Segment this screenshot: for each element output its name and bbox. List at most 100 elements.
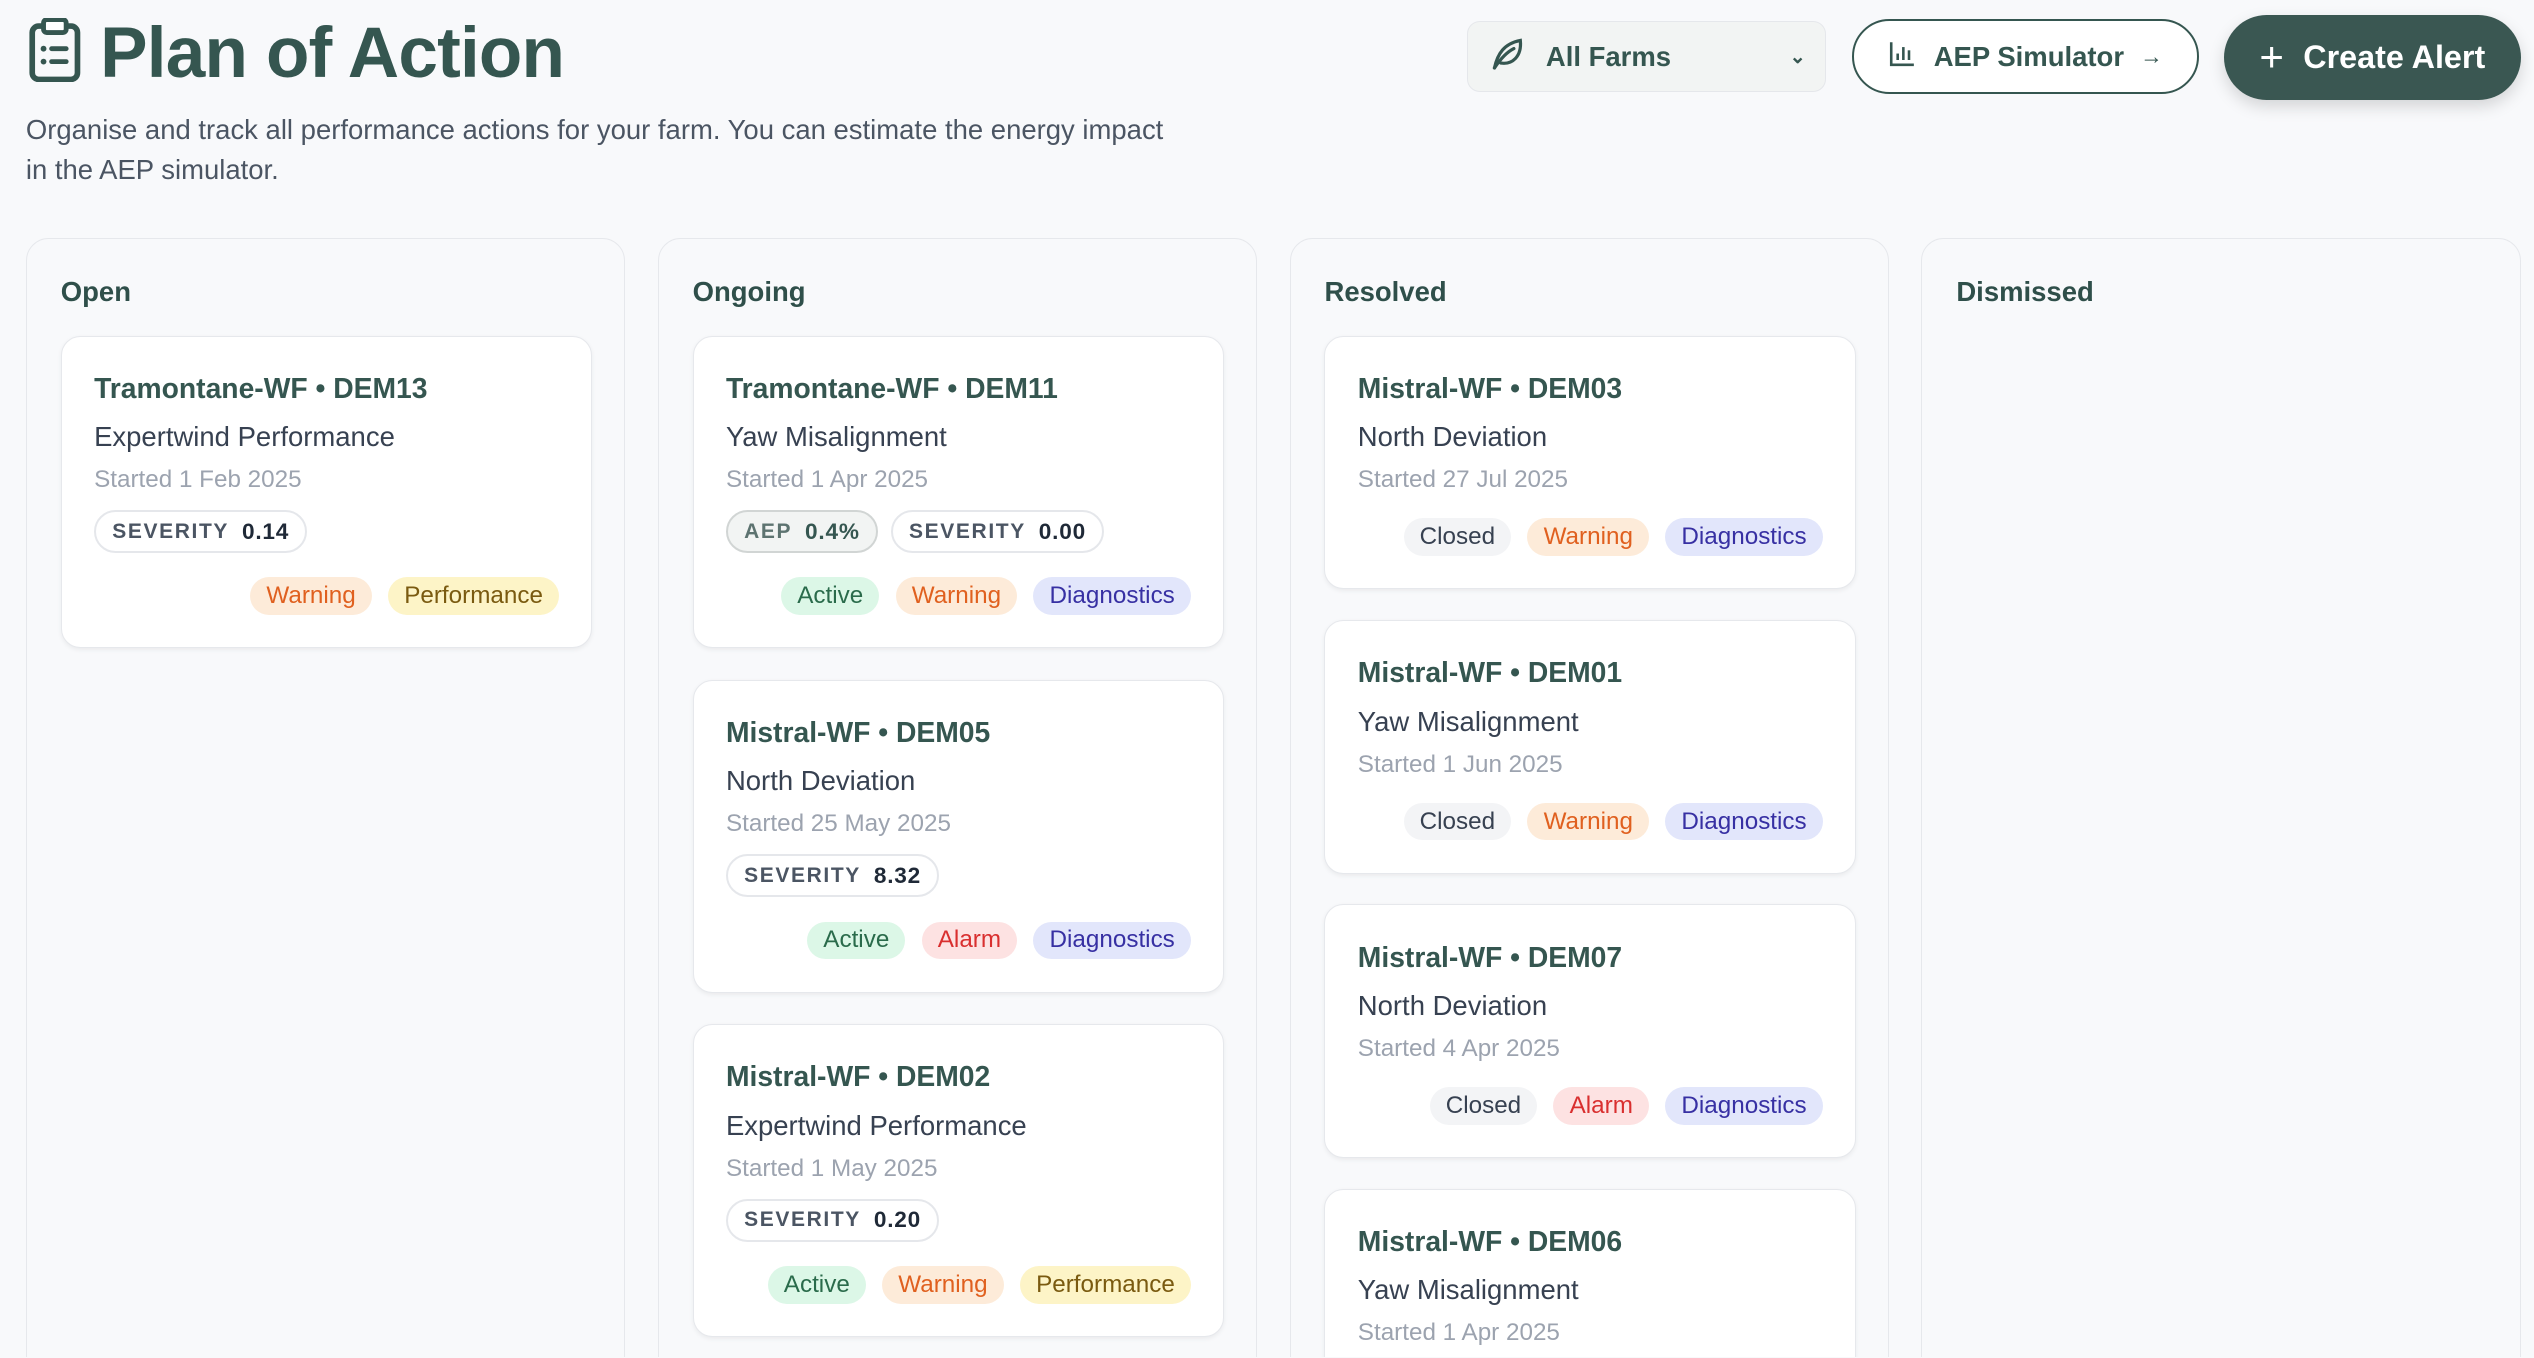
tag-closed: Closed [1403,518,1512,557]
page-description: Organise and track all performance actio… [25,113,1164,186]
action-card[interactable]: Tramontane-WF • DEM11 Yaw Misalignment Sta… [692,335,1225,649]
card-tags: Warning Performance [94,577,560,647]
card-start-date: Started 4 Apr 2025 [1357,1034,1560,1062]
card-subtitle: North Deviation [725,765,916,797]
severity-label: SEVERITY [112,519,230,543]
severity-pill: SEVERITY 0.14 [94,510,308,554]
card-subtitle: North Deviation [1357,990,1548,1022]
card-title: Tramontane-WF • DEM11 [725,372,1058,405]
metric-pills: SEVERITY 8.32 [725,854,1191,898]
metric-pills: SEVERITY 0.14 [94,510,559,554]
create-alert-label: Create Alert [2303,38,2486,75]
card-start-date: Started 25 May 2025 [725,810,951,838]
card-tags: Closed Alarm Diagnostics [1358,1087,1823,1157]
column-title: Dismissed [1956,275,2094,307]
action-card[interactable]: Mistral-WF • DEM01 Yaw Misalignment Starte… [1324,619,1857,874]
tag-active: Active [767,1265,866,1304]
arrow-right-icon: → [2140,43,2163,69]
tag-performance: Performance [388,577,560,616]
tag-warning: Warning [1527,518,1650,557]
card-tags: Active Warning Diagnostics [726,577,1191,647]
card-tags: Closed Warning Diagnostics [1358,518,1823,588]
card-start-date: Started 1 Apr 2025 [1357,1319,1560,1347]
tag-alarm: Alarm [1553,1087,1650,1125]
severity-value: 0.20 [873,1207,922,1233]
card-title: Mistral-WF • DEM02 [725,1060,991,1093]
column-title: Resolved [1324,275,1447,307]
severity-value: 0.14 [241,518,290,544]
card-title: Mistral-WF • DEM07 [1357,940,1623,973]
card-start-date: Started 1 Apr 2025 [725,466,929,494]
aep-value: 0.4% [805,518,860,544]
tag-warning: Warning [250,577,372,616]
tag-closed: Closed [1429,1087,1538,1125]
card-start-date: Started 1 May 2025 [725,1154,938,1182]
tag-closed: Closed [1403,802,1512,841]
card-tags: Closed Warning Diagnostics [1358,802,1823,873]
tag-diagnostics: Diagnostics [1665,518,1823,557]
card-start-date: Started 1 Jun 2025 [1357,750,1563,778]
column-title: Ongoing [692,275,806,307]
severity-pill: SEVERITY 0.20 [725,1198,940,1242]
chevron-down-icon: ⌄ [1789,45,1806,68]
column-open: Open Tramontane-WF • DEM13 Expertwind Perf… [25,237,626,1358]
tag-diagnostics: Diagnostics [1665,1087,1823,1125]
action-card[interactable]: Mistral-WF • DEM06 Yaw Misalignment Starte… [1324,1188,1857,1358]
card-title: Mistral-WF • DEM06 [1357,1225,1623,1258]
tag-diagnostics: Diagnostics [1033,921,1191,960]
tag-alarm: Alarm [921,921,1018,960]
aep-simulator-label: AEP Simulator [1933,40,2125,72]
tag-active: Active [807,921,906,960]
column-title: Open [60,275,131,307]
column-resolved: Resolved Mistral-WF • DEM03 North Deviatio… [1289,237,1890,1358]
column-ongoing: Ongoing Tramontane-WF • DEM11 Yaw Misalign… [657,237,1258,1358]
tag-warning: Warning [1527,802,1650,841]
severity-pill: SEVERITY 0.00 [890,510,1105,554]
aep-pill: AEP 0.4% [725,510,878,554]
metric-pills: SEVERITY 0.20 [725,1198,1191,1242]
severity-label: SEVERITY [744,863,861,887]
plus-icon: + [2259,33,2284,81]
action-card[interactable]: Mistral-WF • DEM07 North Deviation Started… [1324,904,1857,1159]
action-card[interactable]: Tramontane-WF • DEM13 Expertwind Performa… [60,335,593,649]
clipboard-icon [29,16,81,90]
page-header: Plan of Action [29,13,565,94]
leaf-icon [1488,34,1527,80]
card-subtitle: Expertwind Performance [725,1109,1027,1141]
card-tags: Active Warning Performance [726,1265,1191,1336]
card-tags: Active Alarm Diagnostics [726,921,1191,992]
severity-label: SEVERITY [744,1208,861,1232]
tag-performance: Performance [1019,1265,1191,1304]
action-card[interactable]: Mistral-WF • DEM03 North Deviation Started… [1324,335,1857,590]
card-title: Tramontane-WF • DEM13 [94,372,428,405]
tag-active: Active [781,577,880,616]
farm-select[interactable]: All Farms ⌄ [1467,21,1827,93]
aep-simulator-button[interactable]: AEP Simulator → [1851,19,2200,94]
severity-label: SEVERITY [909,519,1026,543]
create-alert-button[interactable]: + Create Alert [2223,14,2521,101]
card-subtitle: Yaw Misalignment [1357,705,1579,737]
card-subtitle: North Deviation [1357,421,1548,453]
action-card[interactable]: Mistral-WF • DEM02 Expertwind Performance… [692,1023,1225,1337]
card-start-date: Started 27 Jul 2025 [1357,466,1568,494]
tag-diagnostics: Diagnostics [1665,802,1823,841]
metric-pills: AEP 0.4% SEVERITY 0.00 [725,510,1191,554]
card-subtitle: Yaw Misalignment [725,421,947,453]
card-subtitle: Yaw Misalignment [1357,1274,1579,1306]
column-dismissed: Dismissed [1921,237,2521,1358]
severity-value: 0.00 [1038,518,1087,544]
severity-pill: SEVERITY 8.32 [725,854,940,898]
severity-value: 8.32 [873,862,922,888]
card-title: Mistral-WF • DEM01 [1357,656,1623,689]
card-subtitle: Expertwind Performance [94,421,395,453]
action-card[interactable]: Mistral-WF • DEM05 North Deviation Started… [692,679,1225,993]
tag-diagnostics: Diagnostics [1033,577,1191,616]
card-title: Mistral-WF • DEM03 [1357,372,1623,405]
card-start-date: Started 1 Feb 2025 [94,466,302,494]
aep-label: AEP [744,519,793,543]
card-title: Mistral-WF • DEM05 [725,716,991,749]
farm-select-value: All Farms [1545,40,1672,72]
tag-warning: Warning [895,577,1018,616]
page-title: Plan of Action [100,13,565,93]
